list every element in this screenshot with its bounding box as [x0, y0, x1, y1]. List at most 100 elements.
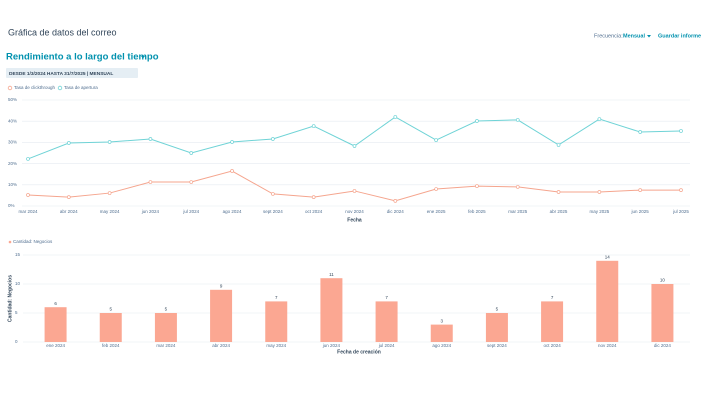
x-tick-label: mar 2025 [508, 209, 528, 214]
data-point [475, 119, 479, 123]
x-tick-label: oct 2024 [543, 343, 561, 348]
bar-value-label: 10 [660, 278, 666, 283]
bar-value-label: 9 [220, 283, 223, 288]
bar [596, 260, 619, 342]
legend-label: Tasa de clickthrough [14, 85, 56, 90]
y-tick-label: 40% [8, 118, 17, 123]
bar-value-label: 5 [109, 307, 112, 312]
data-point [556, 190, 561, 194]
bar [375, 301, 398, 342]
line-series [27, 170, 681, 202]
x-tick-label: sept 2024 [487, 343, 507, 348]
y-tick-label: 10 [15, 281, 21, 286]
date-badge [6, 68, 138, 78]
data-point [679, 129, 683, 133]
x-tick-label: dic 2024 [387, 209, 405, 214]
x-axis-title: Fecha [347, 217, 362, 223]
x-tick-label: abr 2024 [60, 209, 78, 214]
y-tick-label: 5 [15, 310, 18, 315]
data-point [107, 140, 112, 144]
x-tick-label: may 2024 [266, 343, 286, 348]
y-tick-label: 0 [15, 339, 18, 344]
bar-value-label: 7 [385, 295, 388, 300]
bar-value-label: 5 [165, 307, 168, 312]
date-range: DESDE 1/3/2024 HASTA 31/7/2025 | MENSUAL [9, 71, 113, 77]
dropdown-caret [141, 56, 145, 59]
y-tick-label: 10% [8, 182, 17, 187]
bar-value-label: 7 [551, 295, 554, 300]
legend-label: Tasa de apertura [64, 85, 98, 90]
x-tick-label: mar 2024 [18, 209, 38, 214]
bar-value-label: 6 [54, 301, 57, 306]
data-point [352, 144, 357, 148]
bar [485, 313, 508, 342]
bar-value-label: 3 [440, 318, 443, 323]
bar [265, 301, 288, 342]
data-point [26, 193, 30, 197]
save-button[interactable]: Guardar informe [658, 33, 701, 39]
bar [430, 324, 453, 342]
x-tick-label: jul 2025 [672, 209, 689, 214]
data-point [434, 138, 438, 142]
x-tick-label: sept 2024 [263, 209, 283, 214]
dropdown-caret [647, 35, 651, 38]
data-point [107, 191, 112, 195]
x-tick-label: ene 2024 [46, 343, 65, 348]
data-point [393, 199, 398, 203]
data-point [515, 118, 520, 122]
data-point [271, 137, 275, 141]
x-tick-label: abr 2025 [550, 209, 568, 214]
data-point [597, 190, 602, 194]
data-point [638, 130, 643, 134]
x-tick-label: abr 2024 [212, 343, 230, 348]
x-tick-label: nov 2024 [345, 209, 364, 214]
data-point [311, 195, 316, 199]
x-tick-label: nov 2024 [598, 343, 617, 348]
frequency-label: Frecuencia: [594, 33, 623, 39]
bar [210, 289, 233, 342]
x-tick-label: may 2025 [589, 209, 609, 214]
data-point [148, 180, 153, 184]
bar-value-label: 5 [496, 307, 499, 312]
y-tick-label: 15 [15, 252, 21, 257]
data-point [189, 180, 194, 184]
data-point [352, 189, 357, 193]
x-tick-label: jun 2025 [631, 209, 650, 214]
legend-swatch [57, 85, 63, 91]
x-tick-label: ago 2024 [223, 209, 242, 214]
bar-value-label: 11 [329, 272, 334, 277]
data-point [189, 151, 194, 155]
data-point [434, 187, 438, 191]
legend-label: Cantidad: Negocios [13, 239, 53, 244]
x-tick-label: mar 2024 [156, 343, 176, 348]
x-tick-label: ago 2024 [432, 343, 451, 348]
bar [44, 307, 67, 342]
x-tick-label: may 2024 [100, 209, 120, 214]
x-tick-label: jun 2024 [322, 343, 341, 348]
bar [154, 313, 177, 342]
data-point [66, 195, 71, 199]
x-tick-label: ene 2025 [427, 209, 446, 214]
data-point [597, 117, 602, 121]
bar-value-label: 7 [275, 295, 278, 300]
data-point [679, 188, 683, 192]
x-tick-label: feb 2025 [468, 209, 486, 214]
frequency-dropdown[interactable]: Mensual [623, 33, 645, 39]
y-tick-label: 0% [8, 203, 15, 208]
y-tick-label: 30% [8, 140, 17, 145]
x-tick-label: jul 2024 [378, 343, 395, 348]
bar [320, 278, 343, 342]
bar [541, 301, 564, 342]
data-point [230, 169, 234, 173]
data-point [271, 192, 275, 196]
report-title[interactable]: Rendimiento a lo largo del tiempo [6, 52, 159, 63]
data-point [556, 143, 561, 147]
data-point [230, 140, 234, 144]
bar [99, 313, 122, 342]
bar [651, 284, 674, 342]
line-series [27, 116, 682, 160]
page-title: Gráfica de datos del correo [8, 27, 117, 37]
data-point [311, 124, 316, 128]
data-point [515, 185, 520, 189]
